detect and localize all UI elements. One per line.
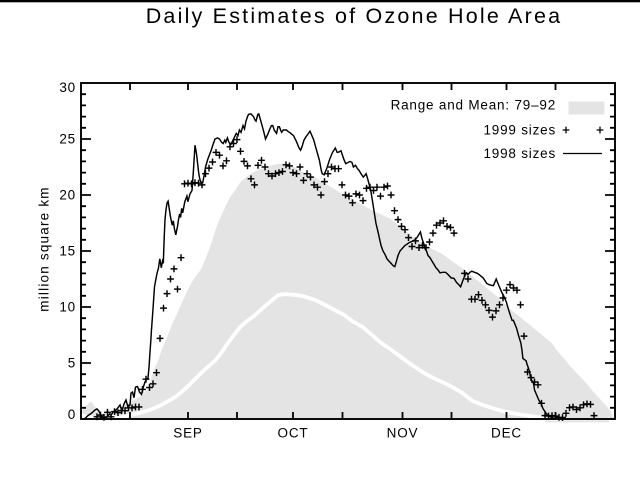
svg-text:5: 5 bbox=[68, 356, 76, 371]
svg-text:million square km: million square km bbox=[37, 186, 52, 311]
svg-text:NOV: NOV bbox=[387, 426, 419, 441]
svg-text:25: 25 bbox=[59, 132, 76, 147]
svg-text:Range and Mean: 79–92: Range and Mean: 79–92 bbox=[391, 98, 556, 113]
svg-text:10: 10 bbox=[59, 300, 76, 315]
svg-text:0: 0 bbox=[68, 407, 76, 422]
svg-text:20: 20 bbox=[59, 188, 76, 203]
svg-text:SEP: SEP bbox=[173, 426, 202, 441]
svg-text:OCT: OCT bbox=[278, 426, 309, 441]
svg-text:1998 sizes: 1998 sizes bbox=[483, 146, 556, 161]
svg-text:DEC: DEC bbox=[491, 426, 522, 441]
svg-text:Daily Estimates of Ozone Hole: Daily Estimates of Ozone Hole Area bbox=[146, 4, 563, 28]
svg-text:1999 sizes: 1999 sizes bbox=[483, 123, 556, 138]
svg-text:15: 15 bbox=[59, 244, 76, 259]
svg-text:30: 30 bbox=[59, 80, 76, 95]
